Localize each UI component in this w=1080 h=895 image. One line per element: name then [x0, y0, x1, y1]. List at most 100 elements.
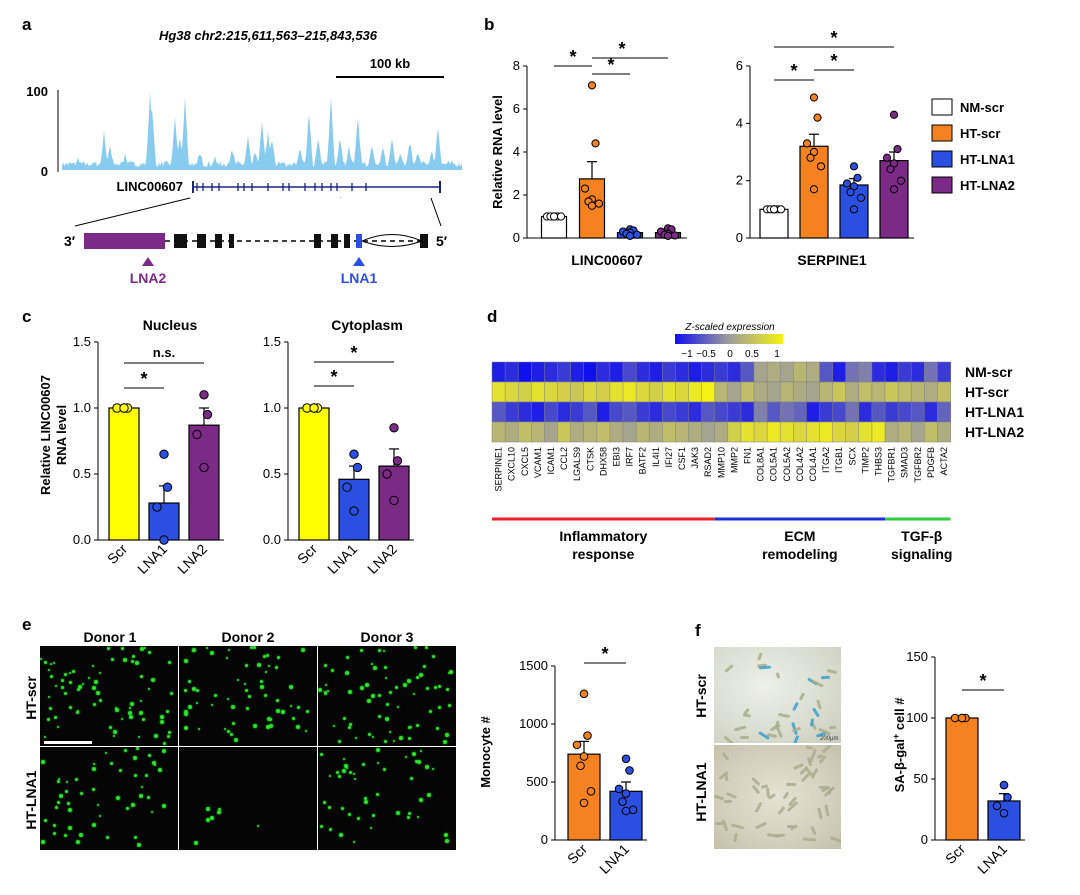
data-point — [352, 462, 363, 473]
y-tick-label: 1.0 — [73, 400, 91, 415]
group-label-line1: ECM — [784, 528, 815, 544]
cell-dot — [218, 808, 221, 811]
y-tick-label: 0 — [736, 230, 743, 245]
cell-dot — [166, 710, 169, 713]
cell-dot — [121, 718, 123, 720]
data-point — [549, 212, 559, 221]
data-point — [1003, 793, 1012, 802]
cell-dot — [260, 685, 264, 689]
cell-dot — [290, 705, 292, 707]
cell-dot — [354, 778, 356, 780]
cell-dot — [92, 823, 96, 827]
x-tick-label: Scr — [942, 841, 968, 867]
data-point — [382, 469, 392, 479]
cell-dot — [376, 793, 379, 796]
cell-dot — [162, 749, 166, 753]
heatmap-cell — [845, 421, 860, 443]
cell-dot — [53, 832, 56, 835]
cell-dot — [333, 725, 335, 727]
data-point — [769, 205, 779, 214]
y-tick-label: 150 — [906, 649, 928, 664]
e-row-ht-lna1: HT-LNA1 — [23, 770, 39, 829]
x-tick-label: LNA2 — [364, 541, 400, 577]
data-point — [621, 789, 631, 798]
heatmap-cell — [662, 361, 676, 383]
stained-cell — [733, 832, 738, 843]
f-row-ht-lna1: HT-LNA1 — [693, 762, 709, 821]
panel-e-ylabel: Monocyte # — [478, 715, 493, 787]
heatmap-cell — [517, 381, 532, 403]
heatmap-cell — [858, 421, 873, 443]
gene-label: SMAD3 — [900, 447, 910, 478]
cell-dot — [338, 775, 341, 778]
heatmap-cell — [688, 401, 703, 423]
heatmap-cell — [544, 361, 559, 383]
gene-label: CXCL10 — [507, 447, 517, 481]
y-tick-label: 50 — [914, 771, 928, 786]
cell-dot — [44, 661, 47, 664]
heatmap-cell — [648, 421, 663, 443]
chart-title: Cytoplasm — [331, 317, 403, 333]
cell-dot — [378, 694, 381, 697]
data-point — [202, 409, 213, 420]
legend-swatch — [931, 98, 953, 116]
data-point — [587, 81, 597, 90]
cell-dot — [305, 730, 307, 732]
scale-tick-label: −0.5 — [696, 349, 716, 360]
stained-cell — [730, 823, 745, 830]
heatmap-cell — [779, 361, 794, 383]
y-tick-label: 4 — [736, 115, 743, 130]
micrograph-scr-donor1 — [40, 646, 178, 746]
y-tick-label: 1.5 — [263, 334, 281, 349]
cell-dot — [419, 673, 423, 677]
cell-dot — [44, 819, 47, 822]
heatmap-cell — [740, 401, 755, 423]
cell-dot — [389, 731, 391, 733]
group-label-line2: remodeling — [762, 546, 837, 562]
gene-label: COL8A1 — [756, 447, 766, 482]
data-point — [583, 731, 592, 740]
gene-label: EBI3 — [611, 447, 621, 467]
heatmap-cell — [557, 421, 572, 443]
significance-label: * — [607, 55, 614, 75]
cell-dot — [245, 664, 248, 667]
cell-dot — [206, 807, 210, 811]
heatmap-cell — [727, 381, 742, 403]
cell-dot — [50, 675, 53, 678]
heatmap-cell — [753, 421, 768, 443]
cell-dot — [417, 816, 419, 818]
cell-dot — [198, 728, 200, 730]
cell-dot — [137, 843, 141, 847]
cell-dot — [131, 803, 135, 807]
heatmap-cell — [753, 361, 768, 383]
cell-dot — [188, 705, 192, 709]
heatmap-cell — [570, 421, 585, 443]
legend-label: HT-LNA2 — [960, 178, 1015, 193]
heatmap-cell — [806, 401, 821, 423]
cell-dot — [370, 827, 372, 829]
significance-label: * — [140, 369, 147, 389]
heatmap-cell — [806, 421, 821, 443]
cell-dot — [324, 691, 327, 694]
cell-dot — [99, 672, 101, 674]
gene-label: IFI27 — [664, 447, 674, 468]
heatmap-cell — [517, 401, 532, 423]
cell-dot — [64, 673, 67, 676]
stained-cell — [733, 725, 747, 732]
cell-dot — [408, 737, 411, 740]
data-point — [842, 179, 852, 188]
panel-c-ylabel-line1: Relative LINC00607 — [38, 375, 53, 495]
cell-dot — [115, 707, 117, 709]
heatmap-cell — [701, 401, 716, 423]
tss-mark: . — [340, 194, 342, 200]
chart-title: LINC00607 — [571, 252, 643, 268]
data-point — [594, 199, 604, 208]
data-point — [579, 752, 589, 761]
cell-dot — [425, 765, 429, 769]
cell-dot — [170, 692, 173, 695]
y-tick-label: 1000 — [519, 716, 548, 731]
cell-dot — [44, 736, 46, 738]
color-scale-ticks: −1 −0.5 0 0.5 1 — [681, 349, 780, 360]
bar — [188, 424, 220, 541]
cell-dot — [227, 730, 230, 733]
